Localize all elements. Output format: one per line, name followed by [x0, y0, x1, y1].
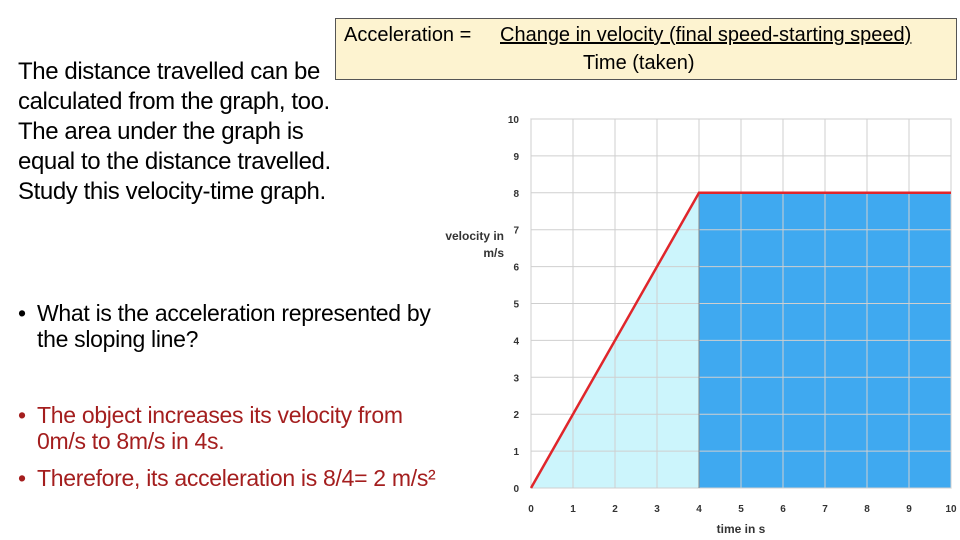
- formula-box: Acceleration = Change in velocity (final…: [335, 18, 957, 80]
- velocity-time-chart: 0 1 2 3 4 5 6 7 8 9 10 0 1 2 3 4 5 6 7 8 9 10 time in s velocit…: [445, 115, 957, 536]
- x-tick-label: 8: [864, 504, 870, 515]
- answer-item-2: Therefore, its acceleration is 8/4= 2 m/…: [18, 465, 438, 491]
- y-tick-label: 7: [513, 226, 519, 237]
- x-tick-label: 4: [696, 504, 702, 515]
- x-tick-label: 5: [738, 504, 744, 515]
- y-tick-label: 9: [513, 152, 519, 163]
- question-list: What is the acceleration represented by …: [18, 300, 438, 352]
- formula-denominator: Time (taken): [583, 52, 695, 74]
- y-tick-label: 1: [513, 447, 519, 458]
- y-tick-label: 0: [513, 484, 519, 495]
- y-tick-label: 2: [513, 410, 519, 421]
- y-tick-label: 10: [508, 115, 520, 126]
- formula-lhs: Acceleration =: [344, 24, 472, 46]
- x-tick-label: 3: [654, 504, 660, 515]
- y-tick-label: 4: [513, 336, 519, 347]
- answer-list: The object increases its velocity from 0…: [18, 402, 438, 502]
- y-tick-label: 3: [513, 373, 519, 384]
- y-tick-label: 6: [513, 263, 519, 274]
- x-tick-label: 9: [906, 504, 912, 515]
- x-axis-label: time in s: [717, 522, 766, 536]
- y-tick-label: 8: [513, 189, 519, 200]
- formula-numerator: Change in velocity (final speed-starting…: [500, 24, 912, 46]
- y-axis-label: velocity in: [445, 229, 504, 243]
- series-line: [529, 191, 951, 489]
- answer-item-1: The object increases its velocity from 0…: [18, 402, 438, 454]
- x-tick-label: 1: [570, 504, 576, 515]
- x-tick-label: 0: [528, 504, 534, 515]
- intro-text: The distance travelled can be calculated…: [18, 58, 331, 205]
- x-tick-label: 6: [780, 504, 786, 515]
- y-axis-label-unit: m/s: [483, 246, 504, 260]
- question-item: What is the acceleration represented by …: [18, 300, 438, 352]
- x-tick-label: 7: [822, 504, 828, 515]
- y-tick-label: 5: [513, 300, 519, 311]
- x-tick-label: 2: [612, 504, 618, 515]
- x-tick-label: 10: [945, 504, 957, 515]
